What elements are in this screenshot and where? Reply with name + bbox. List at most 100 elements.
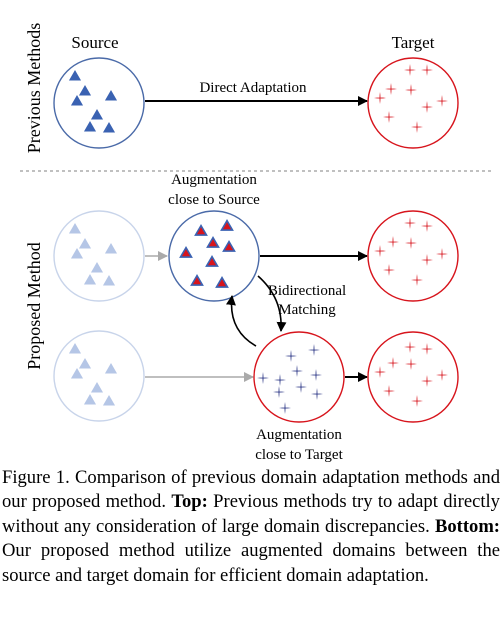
caption-top-label: Top: [171, 491, 208, 513]
bidirectional-arrow-up [225, 295, 257, 347]
aug-source-samples [179, 219, 236, 288]
triangle-sample-icon [102, 395, 116, 406]
cross-sample-icon [436, 369, 448, 381]
bidirectional-arrow-down [257, 275, 287, 332]
faded-source-samples-1 [68, 223, 118, 286]
cross-sample-icon [374, 245, 386, 257]
triangle-sample-icon [222, 240, 236, 252]
triangle-sample-icon [102, 275, 116, 286]
caption-top-text: Previous methods try to adapt directly w… [2, 491, 500, 537]
cross-sample-icon [405, 237, 417, 249]
cross-sample-icon [383, 385, 395, 397]
triangle-sample-icon [104, 363, 118, 374]
triangle-sample-icon [194, 224, 208, 236]
cross-sample-icon [421, 375, 433, 387]
triangle-sample-icon [83, 274, 97, 285]
cross-sample-icon [404, 64, 416, 76]
cross-sample-icon [295, 381, 307, 393]
triangle-sample-icon [78, 358, 92, 369]
domain-adaptation-diagram: Previous Methods Proposed Method Source … [20, 23, 494, 463]
cross-sample-icon [421, 220, 433, 232]
cross-sample-icon [308, 344, 320, 356]
triangle-sample-icon [68, 343, 82, 354]
triangle-sample-icon [78, 238, 92, 249]
cross-sample-icon [383, 111, 395, 123]
triangle-sample-icon [90, 382, 104, 393]
bidirectional-label-line2: Matching [278, 302, 336, 318]
target-domain-circle-3 [367, 331, 459, 423]
target-label: Target [392, 33, 435, 52]
cross-sample-icon [411, 395, 423, 407]
cross-sample-icon [374, 366, 386, 378]
cross-sample-icon [383, 264, 395, 276]
source-label: Source [71, 33, 118, 52]
cross-sample-icon [405, 84, 417, 96]
proposed-method-label: Proposed Method [24, 242, 44, 370]
source-domain-circle [53, 57, 145, 149]
aug-target-circle [253, 331, 345, 423]
cross-sample-icon [404, 217, 416, 229]
aug-source-label-line1: Augmentation [171, 172, 257, 188]
cross-sample-icon [310, 369, 322, 381]
cross-sample-icon [291, 365, 303, 377]
target-samples [374, 64, 448, 133]
caption-bottom-text: Our proposed method utilize augmented do… [2, 540, 500, 586]
target-samples-2 [374, 217, 448, 286]
cross-sample-icon [311, 388, 323, 400]
triangle-sample-icon [102, 122, 116, 133]
cross-sample-icon [411, 274, 423, 286]
triangle-sample-icon [90, 109, 104, 120]
cross-sample-icon [421, 64, 433, 76]
aug-source-label-line2: close to Source [168, 192, 260, 208]
triangle-sample-icon [190, 274, 204, 286]
previous-methods-label: Previous Methods [24, 23, 44, 154]
faded-source-circle-2 [53, 330, 145, 422]
caption-prefix: Figure 1. Comparison of previous domain … [2, 467, 500, 513]
faded-source-samples-2 [68, 343, 118, 406]
triangle-sample-icon [68, 223, 82, 234]
cross-sample-icon [385, 83, 397, 95]
aug-target-label-line2: close to Target [255, 447, 343, 463]
cross-sample-icon [421, 101, 433, 113]
bidirectional-label-line1: Bidirectional [268, 283, 346, 299]
triangle-sample-icon [70, 248, 84, 259]
triangle-sample-icon [104, 243, 118, 254]
cross-sample-icon [279, 402, 291, 414]
figure-caption: Figure 1. Comparison of previous domain … [2, 466, 500, 588]
triangle-sample-icon [205, 255, 219, 267]
triangle-sample-icon [220, 219, 234, 231]
cross-sample-icon [374, 92, 386, 104]
triangle-sample-icon [68, 70, 82, 81]
cross-sample-icon [411, 121, 423, 133]
triangle-sample-icon [83, 394, 97, 405]
aug-target-label-line1: Augmentation [256, 427, 342, 443]
cross-sample-icon [257, 372, 269, 384]
triangle-sample-icon [90, 262, 104, 273]
cross-sample-icon [285, 350, 297, 362]
cross-sample-icon [436, 248, 448, 260]
direct-adaptation-label: Direct Adaptation [199, 80, 307, 96]
cross-sample-icon [405, 358, 417, 370]
triangle-sample-icon [206, 236, 220, 248]
triangle-sample-icon [215, 276, 229, 288]
cross-sample-icon [421, 343, 433, 355]
cross-sample-icon [436, 95, 448, 107]
cross-sample-icon [421, 254, 433, 266]
triangle-sample-icon [70, 95, 84, 106]
triangle-sample-icon [104, 90, 118, 101]
triangle-sample-icon [179, 246, 193, 258]
triangle-sample-icon [70, 368, 84, 379]
aug-target-samples [257, 344, 323, 414]
triangle-sample-icon [83, 121, 97, 132]
target-samples-3 [374, 341, 448, 407]
aug-source-circle [168, 210, 260, 302]
cross-sample-icon [387, 357, 399, 369]
cross-sample-icon [404, 341, 416, 353]
cross-sample-icon [273, 386, 285, 398]
target-domain-circle [367, 57, 459, 149]
caption-bottom-label: Bottom: [434, 515, 500, 537]
target-domain-circle-2 [367, 210, 459, 302]
triangle-sample-icon [78, 85, 92, 96]
faded-source-circle-1 [53, 210, 145, 302]
cross-sample-icon [387, 236, 399, 248]
